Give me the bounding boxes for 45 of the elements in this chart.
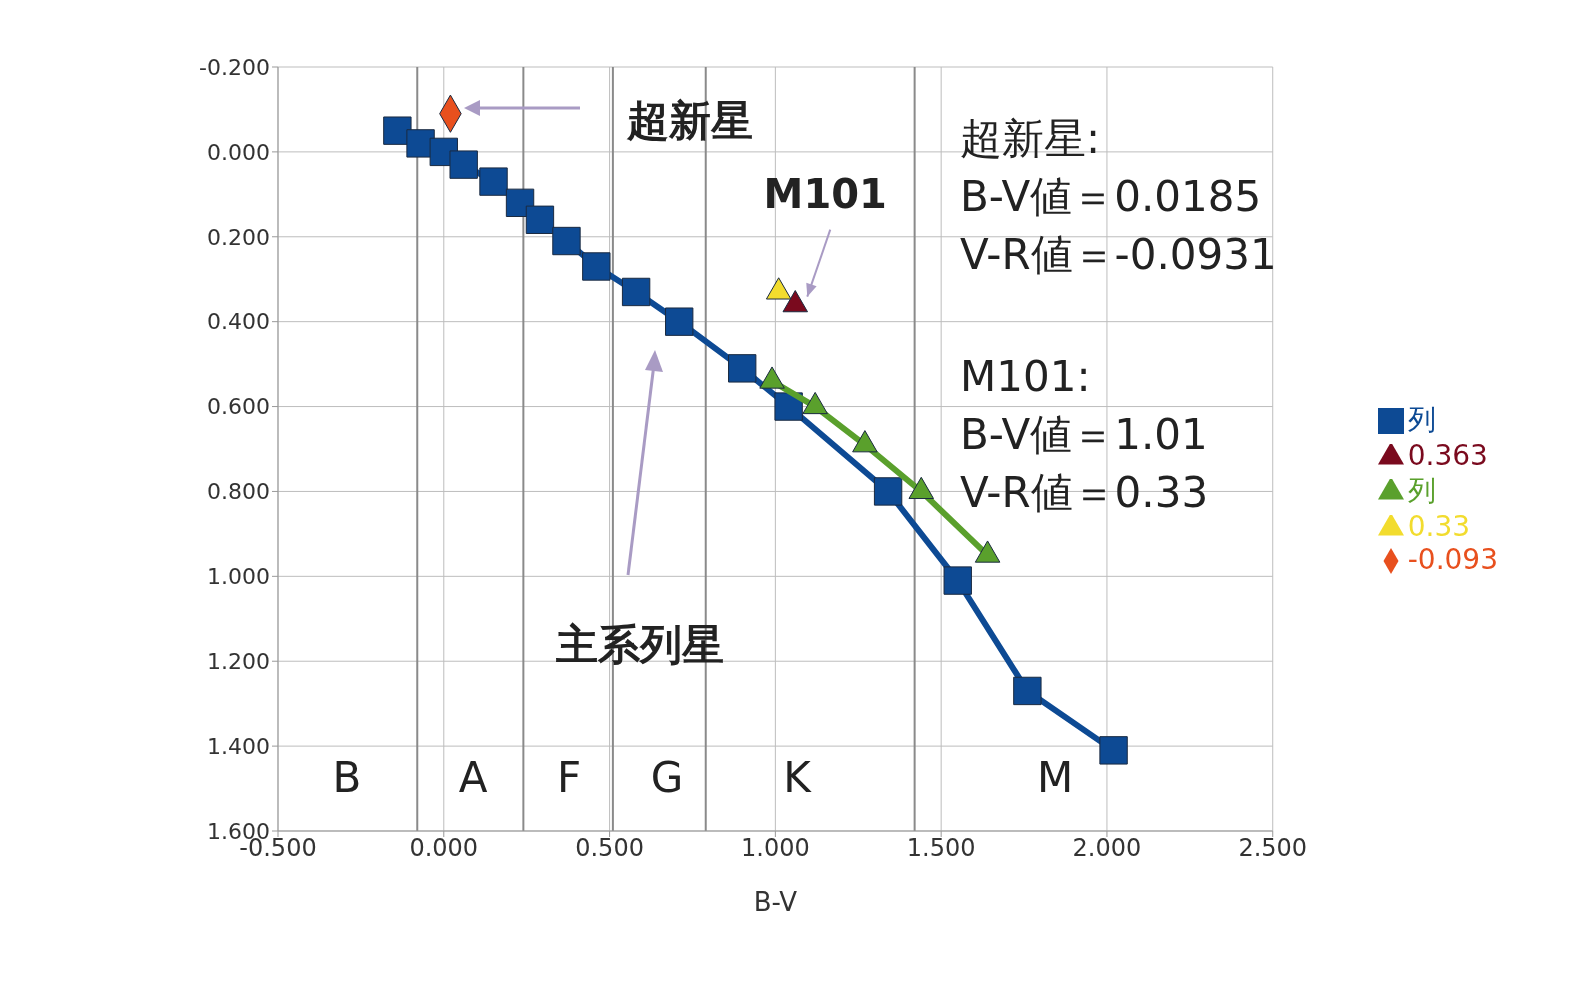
- point: [582, 252, 611, 281]
- annotation: M: [1036, 752, 1074, 804]
- point: [873, 477, 903, 506]
- annotation: 超新星: B-V値＝0.0185 V-R値＝-0.0931: [960, 113, 1277, 281]
- x-tick-label: 0.500: [575, 834, 644, 863]
- y-tick-label: 1.200: [207, 649, 270, 675]
- annotation: 超新星: [627, 95, 753, 147]
- point: [621, 277, 651, 307]
- point: [1013, 676, 1042, 706]
- x-axis-title: B-V: [753, 887, 798, 917]
- point: [665, 307, 694, 336]
- annotation: A: [458, 752, 488, 804]
- legend-label: 列: [1407, 473, 1436, 507]
- y-tick-label: 0.400: [207, 309, 270, 335]
- x-tick-label: 0.000: [409, 834, 479, 863]
- point: [774, 392, 803, 421]
- y-tick-label: 1.400: [207, 733, 270, 759]
- point: [449, 150, 478, 179]
- y-tick-label: -0.200: [199, 54, 270, 80]
- point: [525, 205, 555, 234]
- annotation: F: [556, 752, 582, 804]
- x-tick-label: 2.500: [1238, 834, 1308, 863]
- legend-label: 0.33: [1407, 509, 1471, 543]
- legend-label: 列: [1407, 402, 1436, 436]
- x-tick-label: 1.500: [906, 834, 976, 863]
- point: [943, 566, 972, 595]
- annotation: K: [783, 752, 811, 804]
- annotation: M101: [763, 170, 887, 217]
- x-tick-label: 1.000: [741, 834, 810, 863]
- point: [552, 226, 581, 256]
- y-tick-label: 0.200: [207, 224, 270, 250]
- annotation: M101: B-V値＝1.01 V-R値＝0.33: [960, 351, 1209, 519]
- y-tick-label: 0.800: [207, 479, 270, 505]
- y-tick-label: 1.000: [207, 564, 270, 590]
- annotation: B: [332, 752, 362, 804]
- legend-label: -0.093: [1407, 542, 1498, 576]
- point: [479, 167, 508, 196]
- annotation: 主系列星: [556, 619, 724, 671]
- x-tick-label: 2.000: [1072, 834, 1142, 863]
- y-tick-label: 0.600: [207, 394, 270, 420]
- point: [728, 354, 757, 383]
- annotation: G: [650, 752, 684, 804]
- legend-label: 0.363: [1407, 438, 1488, 472]
- point: [1099, 736, 1128, 765]
- y-tick-label: 0.000: [207, 139, 270, 165]
